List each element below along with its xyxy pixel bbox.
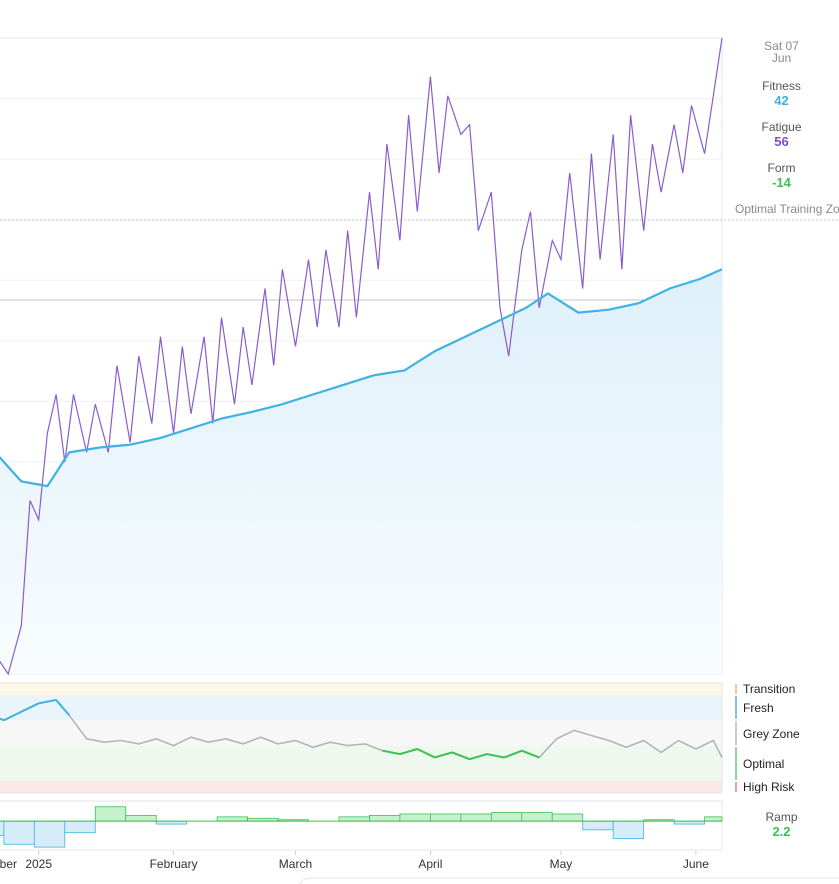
ramp-bar	[3, 820, 35, 845]
form-zone-segment	[20, 702, 40, 713]
x-axis: ber 2025 February March April May June	[0, 851, 839, 884]
form-value: -14	[772, 175, 791, 190]
ramp-bar	[369, 815, 401, 822]
ramp-bar	[33, 820, 66, 848]
form-readout: Form -14	[724, 161, 839, 190]
zone-grey-band	[0, 720, 722, 746]
form-zone-segment	[434, 751, 453, 759]
x-tick-label: ber	[0, 857, 17, 871]
form-zone-segment	[382, 749, 401, 756]
fitness-readout: Fitness 42	[724, 79, 839, 108]
form-zone-segment	[469, 753, 488, 761]
form-zone-segment	[416, 748, 436, 759]
ramp-bar	[612, 820, 645, 839]
form-zone-segment	[3, 710, 22, 722]
date-readout: Sat 07 Jun	[724, 40, 839, 64]
fatigue-value: 56	[774, 134, 789, 149]
bottom-scroll-edge	[299, 877, 839, 884]
fatigue-label: Fatigue	[761, 120, 802, 134]
date-month: Jun	[771, 51, 792, 65]
x-tick-label: May	[550, 857, 573, 871]
ramp-bar	[399, 813, 431, 822]
ramp-value: 2.2	[772, 824, 791, 839]
x-tick-label: February	[150, 857, 198, 871]
ramp-bar	[704, 816, 723, 822]
zone-swatch-1	[735, 696, 737, 719]
form-zone-segment	[55, 699, 70, 716]
zone-swatch-2	[735, 721, 737, 745]
ramp-label: Ramp	[765, 810, 798, 824]
x-tick-label: March	[279, 857, 312, 871]
zone-fresh-band	[0, 695, 722, 720]
fatigue-readout: Fatigue 56	[724, 120, 839, 149]
ramp-bar	[460, 813, 492, 822]
form-zone-segment	[38, 698, 57, 705]
zone-transition-band	[0, 683, 722, 695]
zone-label-high-risk: High Risk	[743, 780, 795, 794]
ramp-bar	[490, 812, 523, 822]
ramp-bar	[216, 816, 248, 822]
ramp-bar	[429, 813, 462, 822]
form-panel	[0, 682, 737, 794]
fitness-label: Fitness	[762, 79, 801, 93]
fitness-value: 42	[774, 93, 789, 108]
zone-label-fresh: Fresh	[743, 701, 774, 715]
ramp-bar	[64, 820, 96, 834]
form-zone-segment	[521, 749, 540, 759]
main-panel-lines	[0, 37, 723, 676]
form-zone-segment	[486, 753, 505, 759]
ramp-readout: Ramp 2.2	[724, 810, 839, 839]
ramp-panel	[0, 800, 723, 851]
zone-swatch-3	[735, 747, 737, 780]
ramp-bar	[521, 812, 553, 822]
zone-label-grey: Grey Zone	[743, 727, 800, 741]
zone-swatch-4	[735, 782, 737, 792]
x-tick-label: 2025	[25, 857, 52, 871]
ramp-bar	[125, 815, 157, 822]
fitness-series-line	[0, 268, 723, 488]
form-label: Form	[767, 161, 796, 175]
date-day: Sat 07	[764, 39, 799, 53]
form-zone-segment	[0, 717, 5, 722]
ramp-bar	[582, 820, 614, 831]
form-panel-frame	[0, 682, 723, 794]
x-tick-label: April	[418, 857, 442, 871]
ramp-bar	[338, 816, 370, 822]
fitness-area-fill	[0, 269, 722, 674]
form-zone-segment	[399, 748, 418, 756]
zone-optimal-band	[0, 746, 722, 781]
zone-high-risk-band	[0, 781, 722, 793]
ramp-bar	[0, 820, 5, 836]
ramp-bar	[94, 806, 127, 822]
zone-label-transition: Transition	[743, 682, 796, 696]
form-zone-segment	[451, 751, 470, 761]
optimal-zone-label: Optimal Training Zo	[735, 202, 839, 216]
x-tick-label: June	[683, 857, 709, 871]
zone-swatch-0	[735, 684, 737, 694]
ramp-bar	[551, 813, 584, 822]
fatigue-series-line	[0, 37, 723, 676]
zone-label-optimal: Optimal	[743, 757, 785, 771]
form-zone-segment	[504, 749, 523, 759]
fitness-area	[0, 269, 722, 674]
